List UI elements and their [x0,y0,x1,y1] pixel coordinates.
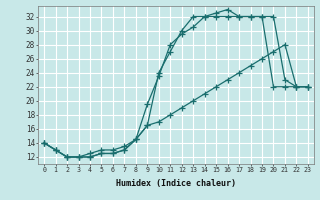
X-axis label: Humidex (Indice chaleur): Humidex (Indice chaleur) [116,179,236,188]
